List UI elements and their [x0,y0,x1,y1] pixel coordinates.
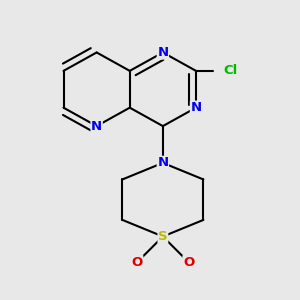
Text: N: N [157,46,168,59]
Text: S: S [158,230,168,243]
Text: O: O [131,256,143,269]
Text: N: N [190,101,202,114]
Text: O: O [183,256,194,269]
Text: Cl: Cl [224,64,238,77]
Text: N: N [157,156,168,170]
Text: N: N [91,120,102,133]
